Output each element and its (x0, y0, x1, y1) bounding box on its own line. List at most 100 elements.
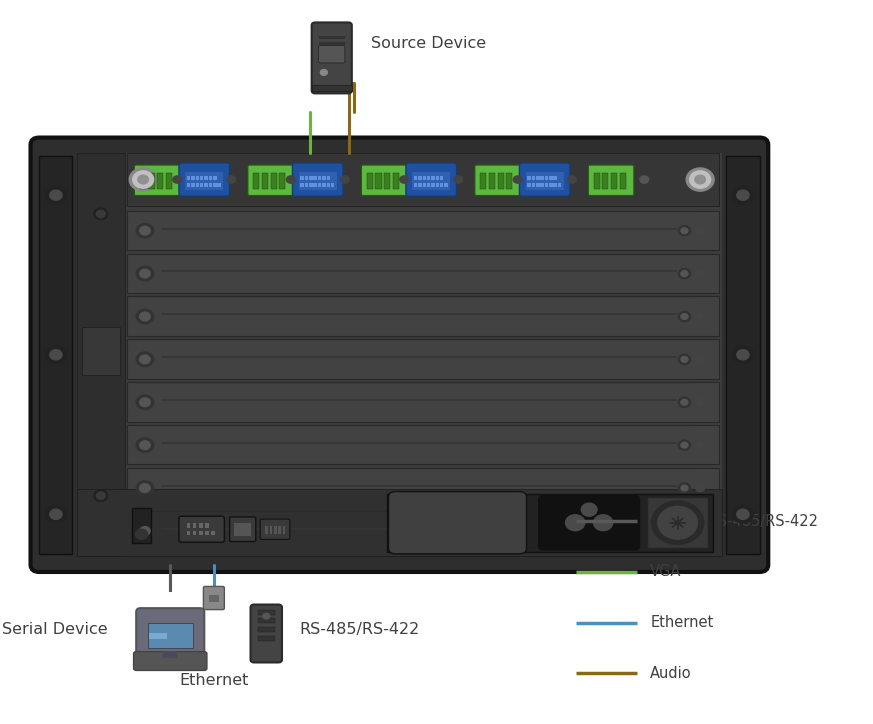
Bar (423, 183, 426, 187)
Bar (148, 623, 193, 648)
Circle shape (340, 176, 349, 183)
Circle shape (696, 442, 705, 449)
Bar (270, 526, 272, 534)
Bar (199, 523, 203, 528)
Bar (726, 156, 760, 554)
Circle shape (93, 490, 107, 502)
Circle shape (50, 350, 62, 360)
Bar (187, 523, 190, 528)
Text: Serial Device: Serial Device (2, 623, 107, 637)
Circle shape (681, 485, 688, 491)
Bar (271, 173, 277, 189)
Bar (299, 172, 337, 190)
Circle shape (678, 440, 691, 450)
Circle shape (320, 70, 327, 75)
Bar (431, 176, 435, 180)
Circle shape (678, 311, 691, 321)
Bar (611, 173, 617, 189)
Circle shape (50, 190, 62, 201)
Bar (127, 253, 719, 293)
Circle shape (696, 484, 705, 492)
Circle shape (140, 398, 150, 407)
FancyBboxPatch shape (136, 608, 204, 659)
Circle shape (140, 227, 150, 235)
FancyBboxPatch shape (292, 163, 343, 196)
Bar (217, 183, 221, 187)
Bar (300, 176, 304, 180)
Bar (205, 523, 209, 528)
Circle shape (173, 176, 182, 183)
Bar (163, 651, 177, 658)
Circle shape (129, 168, 157, 191)
Circle shape (50, 509, 62, 519)
Bar (127, 468, 719, 508)
Circle shape (136, 352, 154, 366)
FancyBboxPatch shape (406, 163, 457, 196)
Bar (480, 173, 486, 189)
Text: RS-232/RS-485/RS-422: RS-232/RS-485/RS-422 (650, 514, 818, 529)
Circle shape (678, 526, 691, 536)
Circle shape (696, 313, 705, 320)
FancyBboxPatch shape (203, 586, 224, 610)
Circle shape (696, 227, 705, 235)
Bar (549, 176, 553, 180)
Bar (204, 176, 208, 180)
Circle shape (136, 309, 154, 324)
FancyBboxPatch shape (312, 22, 352, 93)
Bar (312, 85, 352, 90)
Text: VGA: VGA (650, 565, 682, 579)
Circle shape (263, 613, 270, 619)
Bar (279, 173, 285, 189)
Bar (127, 340, 719, 379)
Bar (127, 153, 719, 206)
Circle shape (651, 501, 704, 544)
Circle shape (678, 397, 691, 408)
Bar (127, 425, 719, 465)
Bar (127, 211, 719, 250)
Bar (200, 183, 203, 187)
Bar (440, 176, 443, 180)
Bar (187, 183, 190, 187)
Circle shape (140, 269, 150, 278)
Bar (213, 176, 217, 180)
Bar (204, 183, 208, 187)
Bar (540, 183, 544, 187)
Bar (300, 183, 304, 187)
Circle shape (45, 187, 66, 204)
Circle shape (45, 505, 66, 523)
Bar (211, 531, 215, 535)
Bar (427, 176, 430, 180)
Bar (545, 176, 548, 180)
Circle shape (135, 529, 148, 539)
FancyBboxPatch shape (179, 516, 224, 542)
Bar (309, 176, 313, 180)
Bar (265, 526, 268, 534)
Bar (253, 173, 259, 189)
Bar (258, 610, 275, 615)
Circle shape (513, 176, 522, 183)
Bar (423, 176, 426, 180)
Circle shape (136, 523, 154, 538)
Circle shape (681, 313, 688, 319)
Bar (545, 183, 548, 187)
Bar (427, 183, 430, 187)
Bar (327, 183, 330, 187)
Circle shape (136, 481, 154, 495)
Bar (283, 526, 285, 534)
Circle shape (681, 271, 688, 277)
Circle shape (678, 354, 691, 364)
Bar (553, 183, 557, 187)
Bar (305, 183, 308, 187)
Circle shape (286, 176, 295, 183)
Bar (140, 173, 146, 189)
Bar (305, 176, 308, 180)
Bar (418, 183, 422, 187)
Bar (39, 156, 72, 554)
Circle shape (96, 492, 105, 500)
Bar (322, 176, 326, 180)
Circle shape (737, 350, 749, 360)
Bar (191, 183, 195, 187)
Bar (191, 176, 195, 180)
FancyBboxPatch shape (540, 496, 639, 550)
Circle shape (581, 503, 597, 516)
